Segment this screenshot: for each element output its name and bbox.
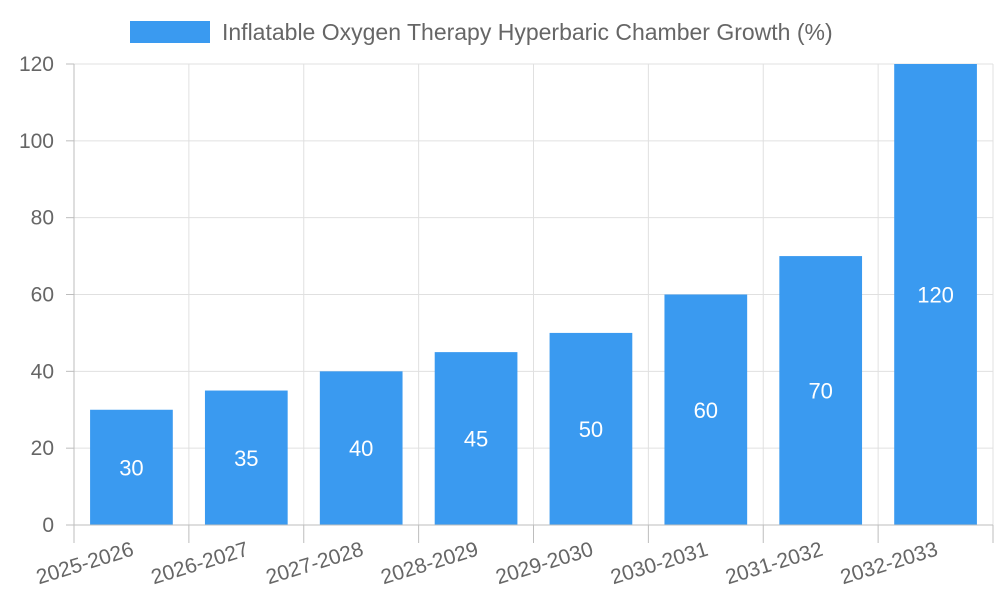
x-tick-label: 2026-2027 <box>148 538 251 589</box>
bar[interactable] <box>779 256 863 525</box>
x-tick-label: 2031-2032 <box>723 538 826 589</box>
x-tick-label: 2028-2029 <box>378 538 481 589</box>
y-tick-label: 100 <box>19 130 54 153</box>
legend-label: Inflatable Oxygen Therapy Hyperbaric Cha… <box>222 19 833 45</box>
bar-value-label: 60 <box>694 398 718 423</box>
bar-value-label: 30 <box>119 455 143 480</box>
y-tick-label: 60 <box>31 284 54 307</box>
bars: 30 35 40 45 50 60 70 120 <box>90 64 977 525</box>
x-tick-label: 2027-2028 <box>263 538 366 589</box>
x-tick-label: 2029-2030 <box>493 538 596 589</box>
x-tick-label: 2032-2033 <box>838 538 941 589</box>
grid <box>73 63 994 525</box>
bar-value-label: 40 <box>349 436 373 461</box>
y-tick-label: 120 <box>19 53 54 76</box>
y-tick-label: 80 <box>31 207 54 230</box>
bar[interactable] <box>549 332 633 525</box>
bar-value-label: 45 <box>464 427 488 452</box>
bar[interactable] <box>204 390 288 525</box>
legend[interactable]: Inflatable Oxygen Therapy Hyperbaric Cha… <box>130 19 833 45</box>
y-tick-label: 20 <box>31 437 54 460</box>
y-tick-label: 40 <box>31 360 54 383</box>
bar-value-label: 70 <box>808 379 832 404</box>
bar[interactable] <box>434 352 518 525</box>
bar[interactable] <box>319 371 403 525</box>
x-tick-label: 2025-2026 <box>34 538 137 589</box>
bar[interactable] <box>90 409 173 525</box>
bar[interactable] <box>664 294 748 526</box>
x-tick-label: 2030-2031 <box>608 538 711 589</box>
y-tick-label: 0 <box>42 514 54 537</box>
bar[interactable] <box>894 64 977 525</box>
bar-value-label: 35 <box>234 446 258 471</box>
bar-value-label: 50 <box>579 417 603 442</box>
bar-value-label: 120 <box>917 283 954 308</box>
legend-swatch <box>130 21 210 43</box>
